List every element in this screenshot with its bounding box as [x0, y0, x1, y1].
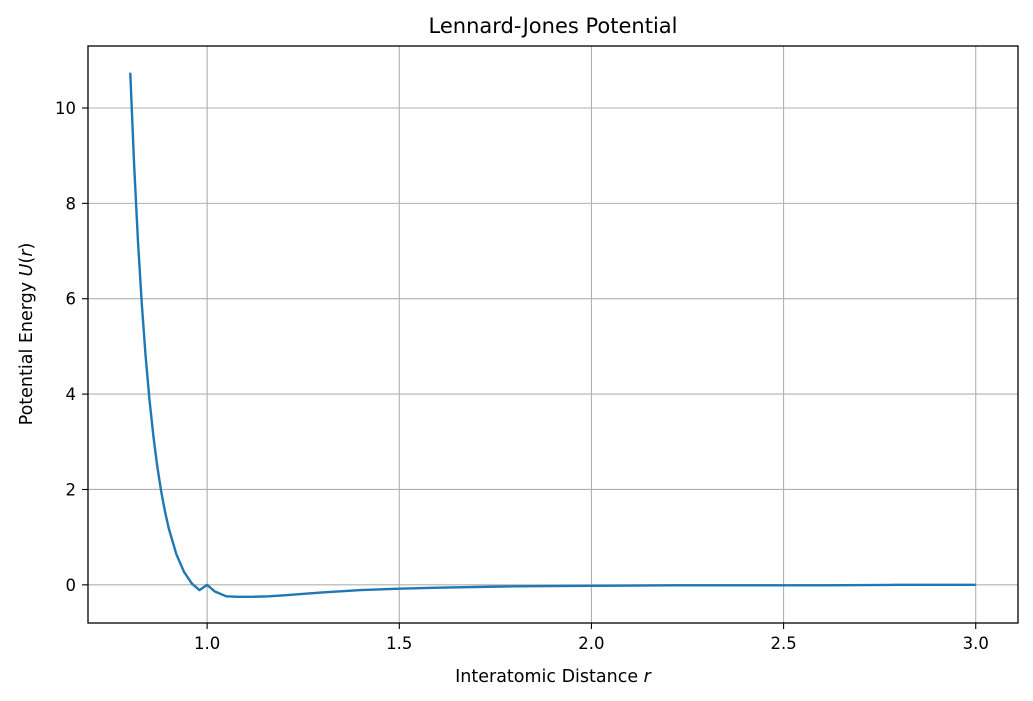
x-axis-label: Interatomic Distance r — [455, 667, 653, 687]
x-tick-label: 1.0 — [194, 634, 220, 653]
x-tick-label: 2.5 — [770, 634, 796, 653]
y-tick-label: 0 — [66, 576, 77, 595]
chart-title: Lennard-Jones Potential — [429, 14, 678, 38]
grid-lines — [88, 46, 1018, 623]
y-tick-label: 4 — [66, 385, 77, 404]
plot-frame — [87, 45, 1019, 624]
y-tick-label: 6 — [66, 290, 77, 309]
y-tick-label: 8 — [66, 194, 77, 213]
tick-layer: 1.0 1.5 2.0 2.5 3.0 0 2 4 6 8 10 — [55, 99, 989, 653]
y-axis-label-arg: r — [17, 248, 37, 257]
x-axis-label-var: r — [644, 667, 653, 687]
x-tick-label: 1.5 — [386, 634, 412, 653]
series-layer — [129, 72, 976, 598]
x-tick-label: 2.0 — [578, 634, 604, 653]
y-tick-label: 10 — [55, 99, 76, 118]
y-axis-label-open: ( — [17, 257, 37, 264]
x-axis-label-text: Interatomic Distance — [455, 667, 644, 687]
y-axis-label-var: U — [17, 263, 37, 276]
x-tick-label: 3.0 — [963, 634, 989, 653]
y-tick-label: 2 — [66, 480, 77, 499]
y-axis-label-close: ) — [17, 243, 37, 250]
y-axis-label: Potential Energy U(r) — [17, 243, 37, 426]
series-line-0 — [129, 72, 976, 598]
y-axis-label-text: Potential Energy — [17, 276, 37, 425]
